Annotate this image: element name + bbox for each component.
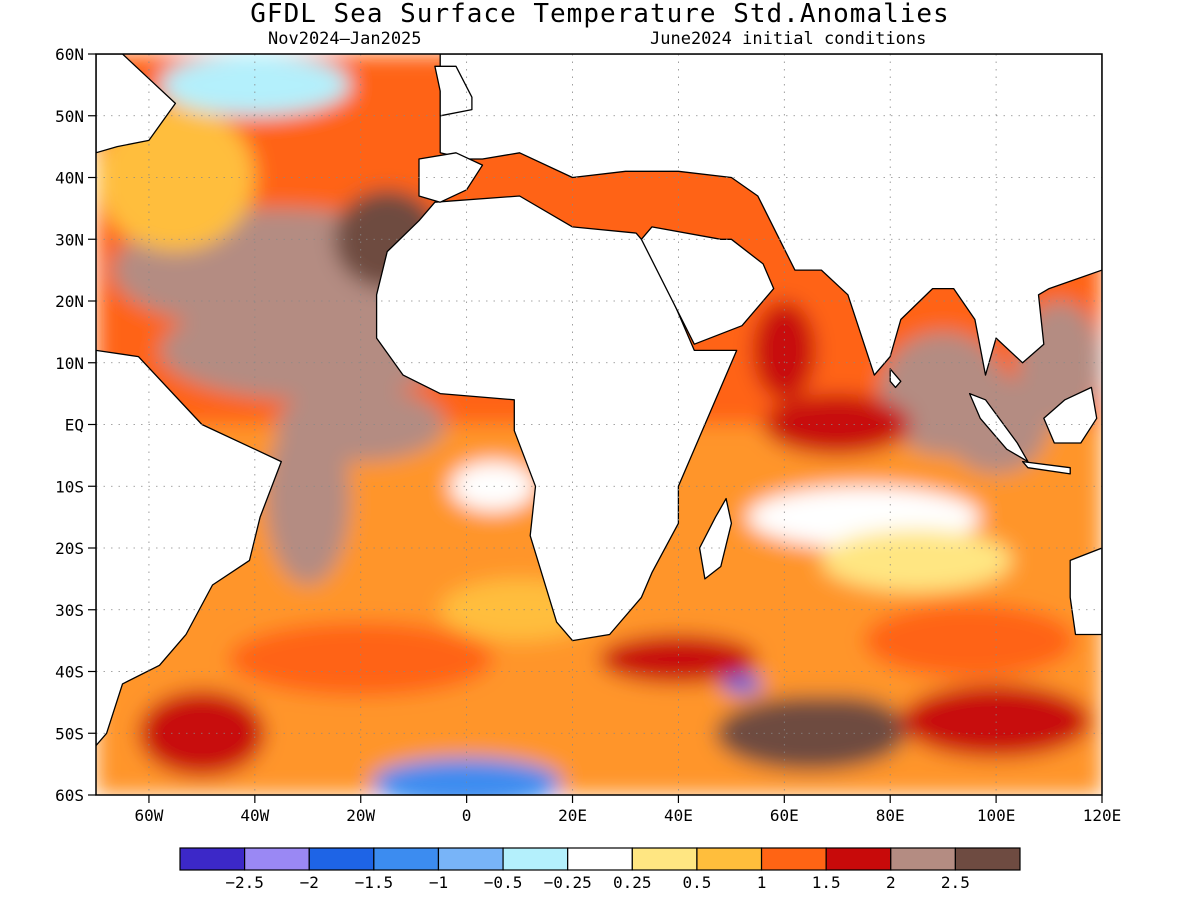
anomaly-region xyxy=(599,634,758,684)
colorbar-swatch xyxy=(567,847,633,871)
landmass-borneo xyxy=(1043,386,1098,444)
colorbar-label: 1.5 xyxy=(812,873,841,892)
colorbar-swatch xyxy=(631,847,698,871)
lon-tick-label: 100E xyxy=(977,806,1016,825)
colorbar-label: 1 xyxy=(757,873,767,892)
colorbar-swatch xyxy=(825,847,892,871)
anomaly-region xyxy=(450,461,536,511)
initial-conditions: June2024 initial conditions xyxy=(650,29,927,49)
lon-tick-label: 60W xyxy=(134,806,163,825)
lat-tick-label: 10S xyxy=(55,477,84,496)
colorbar-label: −1.5 xyxy=(355,873,394,892)
grid-layer xyxy=(96,54,1102,795)
forecast-period: Nov2024–Jan2025 xyxy=(268,29,422,49)
colorbar-swatch xyxy=(890,847,956,871)
anomaly-region xyxy=(228,622,494,697)
colorbar xyxy=(179,847,1021,871)
landmass-java xyxy=(1021,460,1071,475)
chart-title: GFDL Sea Surface Temperature Std.Anomali… xyxy=(250,0,950,29)
colorbar-swatch xyxy=(179,847,246,871)
lat-tick-label: EQ xyxy=(65,416,84,435)
anomaly-region xyxy=(900,683,1092,758)
colorbar-swatch xyxy=(696,847,763,871)
lat-tick-label: 20S xyxy=(55,539,84,558)
anomaly-region xyxy=(265,412,351,586)
colorbar-swatch xyxy=(373,847,440,871)
lat-tick-label: 60S xyxy=(55,786,84,805)
lon-tick-label: 20W xyxy=(346,806,375,825)
land-layer xyxy=(96,54,1102,747)
colorbar-label: 2 xyxy=(886,873,896,892)
lat-tick-label: 40N xyxy=(55,169,84,188)
colorbar-swatch xyxy=(954,847,1021,871)
colorbar-swatch xyxy=(308,847,375,871)
lat-tick-label: 30N xyxy=(55,230,84,249)
anomaly-region xyxy=(720,674,764,694)
lon-tick-label: 40E xyxy=(664,806,693,825)
anomaly-region xyxy=(821,529,1012,592)
lat-tick-label: 40S xyxy=(55,663,84,682)
lon-tick-label: 20E xyxy=(558,806,587,825)
landmass-madagascar xyxy=(698,497,733,580)
lon-tick-label: 0 xyxy=(462,806,472,825)
anomaly-region xyxy=(763,393,912,456)
lon-tick-label: 80E xyxy=(876,806,905,825)
landmass-arabia xyxy=(640,226,775,345)
latitude-axis: 60N 50N 40N 30N 20N 10N EQ 10S 20S 30S 40S 50S 60S xyxy=(55,45,96,805)
colorbar-swatch xyxy=(502,847,569,871)
colorbar-label: −2 xyxy=(300,873,319,892)
colorbar-label: 0.5 xyxy=(682,873,711,892)
longitude-axis: 60W 40W 20W 0 20E 40E 60E 80E 100E 120E xyxy=(134,795,1121,825)
anomaly-region xyxy=(863,603,1076,678)
landmass-india xyxy=(439,54,1102,376)
lat-tick-label: 20N xyxy=(55,292,84,311)
map-content xyxy=(96,54,1102,795)
landmass-africa xyxy=(375,195,738,642)
colorbar-label: 2.5 xyxy=(941,873,970,892)
lon-tick-label: 120E xyxy=(1083,806,1122,825)
lon-tick-label: 60E xyxy=(770,806,799,825)
lat-tick-label: 10N xyxy=(55,354,84,373)
landmass-sumatra xyxy=(968,392,1029,463)
colorbar-label: 0.25 xyxy=(613,873,652,892)
colorbar-swatch xyxy=(244,847,310,871)
lat-tick-label: 50S xyxy=(55,724,84,743)
lon-tick-label: 40W xyxy=(240,806,269,825)
lat-tick-label: 30S xyxy=(55,601,84,620)
anomaly-region xyxy=(371,757,562,795)
colorbar-label: −0.5 xyxy=(484,873,523,892)
colorbar-label: −2.5 xyxy=(225,873,264,892)
anomaly-region xyxy=(773,696,901,746)
colorbar-swatch xyxy=(760,847,827,871)
colorbar-swatch xyxy=(437,847,504,871)
colorbar-label: −1 xyxy=(429,873,448,892)
landmass-australia xyxy=(1069,547,1102,636)
colorbar-label: −0.25 xyxy=(544,873,592,892)
lat-tick-label: 50N xyxy=(55,107,84,126)
colorbar-labels: −2.5 −2 −1.5 −1 −0.5 −0.25 0.25 0.5 1 1.5 2 2.5 xyxy=(225,873,969,892)
anomaly-region xyxy=(752,301,817,400)
lat-tick-label: 60N xyxy=(55,45,84,64)
landmass-north-america xyxy=(96,54,177,154)
landmass-britain xyxy=(434,65,473,117)
